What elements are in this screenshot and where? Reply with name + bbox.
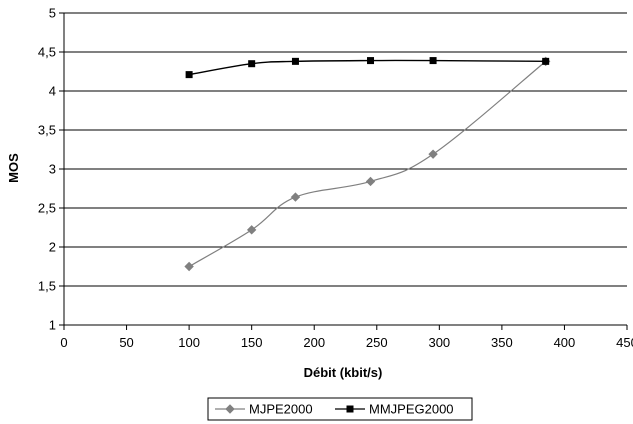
data-point — [429, 57, 437, 65]
data-point — [542, 57, 550, 65]
data-point — [291, 57, 299, 65]
x-axis-title: Débit (kbit/s) — [304, 365, 383, 380]
data-point — [248, 60, 256, 68]
x-tick-label: 350 — [491, 335, 513, 350]
series-group — [184, 56, 551, 272]
y-tick-label: 4,5 — [38, 45, 56, 60]
x-tick-label: 200 — [303, 335, 325, 350]
data-point — [184, 261, 194, 272]
x-tick-label: 400 — [554, 335, 576, 350]
data-point — [365, 176, 376, 187]
legend-swatch-marker — [225, 404, 235, 414]
x-tick-label: 300 — [428, 335, 450, 350]
y-tick-label: 2 — [49, 240, 56, 255]
x-tick-label: 0 — [60, 335, 67, 350]
legend-label: MJPE2000 — [249, 402, 313, 417]
data-point — [290, 192, 301, 202]
data-point — [367, 57, 375, 65]
legend-label: MMJPEG2000 — [369, 402, 454, 417]
x-tick-label: 50 — [119, 335, 133, 350]
y-tick-label: 2,5 — [38, 201, 56, 216]
legend-item: MMJPEG2000 — [335, 402, 454, 417]
data-point — [428, 149, 438, 159]
y-axis-title: MOS — [6, 153, 21, 183]
data-point — [185, 71, 193, 79]
x-tick-label: 450 — [616, 335, 633, 350]
series-mjpe2000 — [184, 56, 551, 272]
legend-item: MJPE2000 — [215, 402, 313, 417]
y-tick-label: 4 — [49, 84, 56, 99]
series-mmjpeg2000 — [185, 57, 550, 79]
data-point — [246, 225, 257, 235]
x-tick-label: 100 — [178, 335, 200, 350]
y-tick-label: 3,5 — [38, 123, 56, 138]
y-tick-label: 5 — [49, 6, 56, 21]
y-tick-label: 3 — [49, 162, 56, 177]
series-line — [188, 60, 547, 268]
x-tick-label: 250 — [366, 335, 388, 350]
y-tick-label: 1,5 — [38, 279, 56, 294]
axes: 11,522,533,544,550 50 100 150 200 250 300 350 40… — [38, 6, 633, 351]
y-tick-label: 1 — [49, 318, 56, 333]
legend-swatch-marker — [346, 405, 354, 413]
legend: MJPE2000 MMJPEG2000 — [207, 397, 473, 421]
gridlines — [64, 12, 627, 287]
x-tick-label: 150 — [241, 335, 263, 350]
